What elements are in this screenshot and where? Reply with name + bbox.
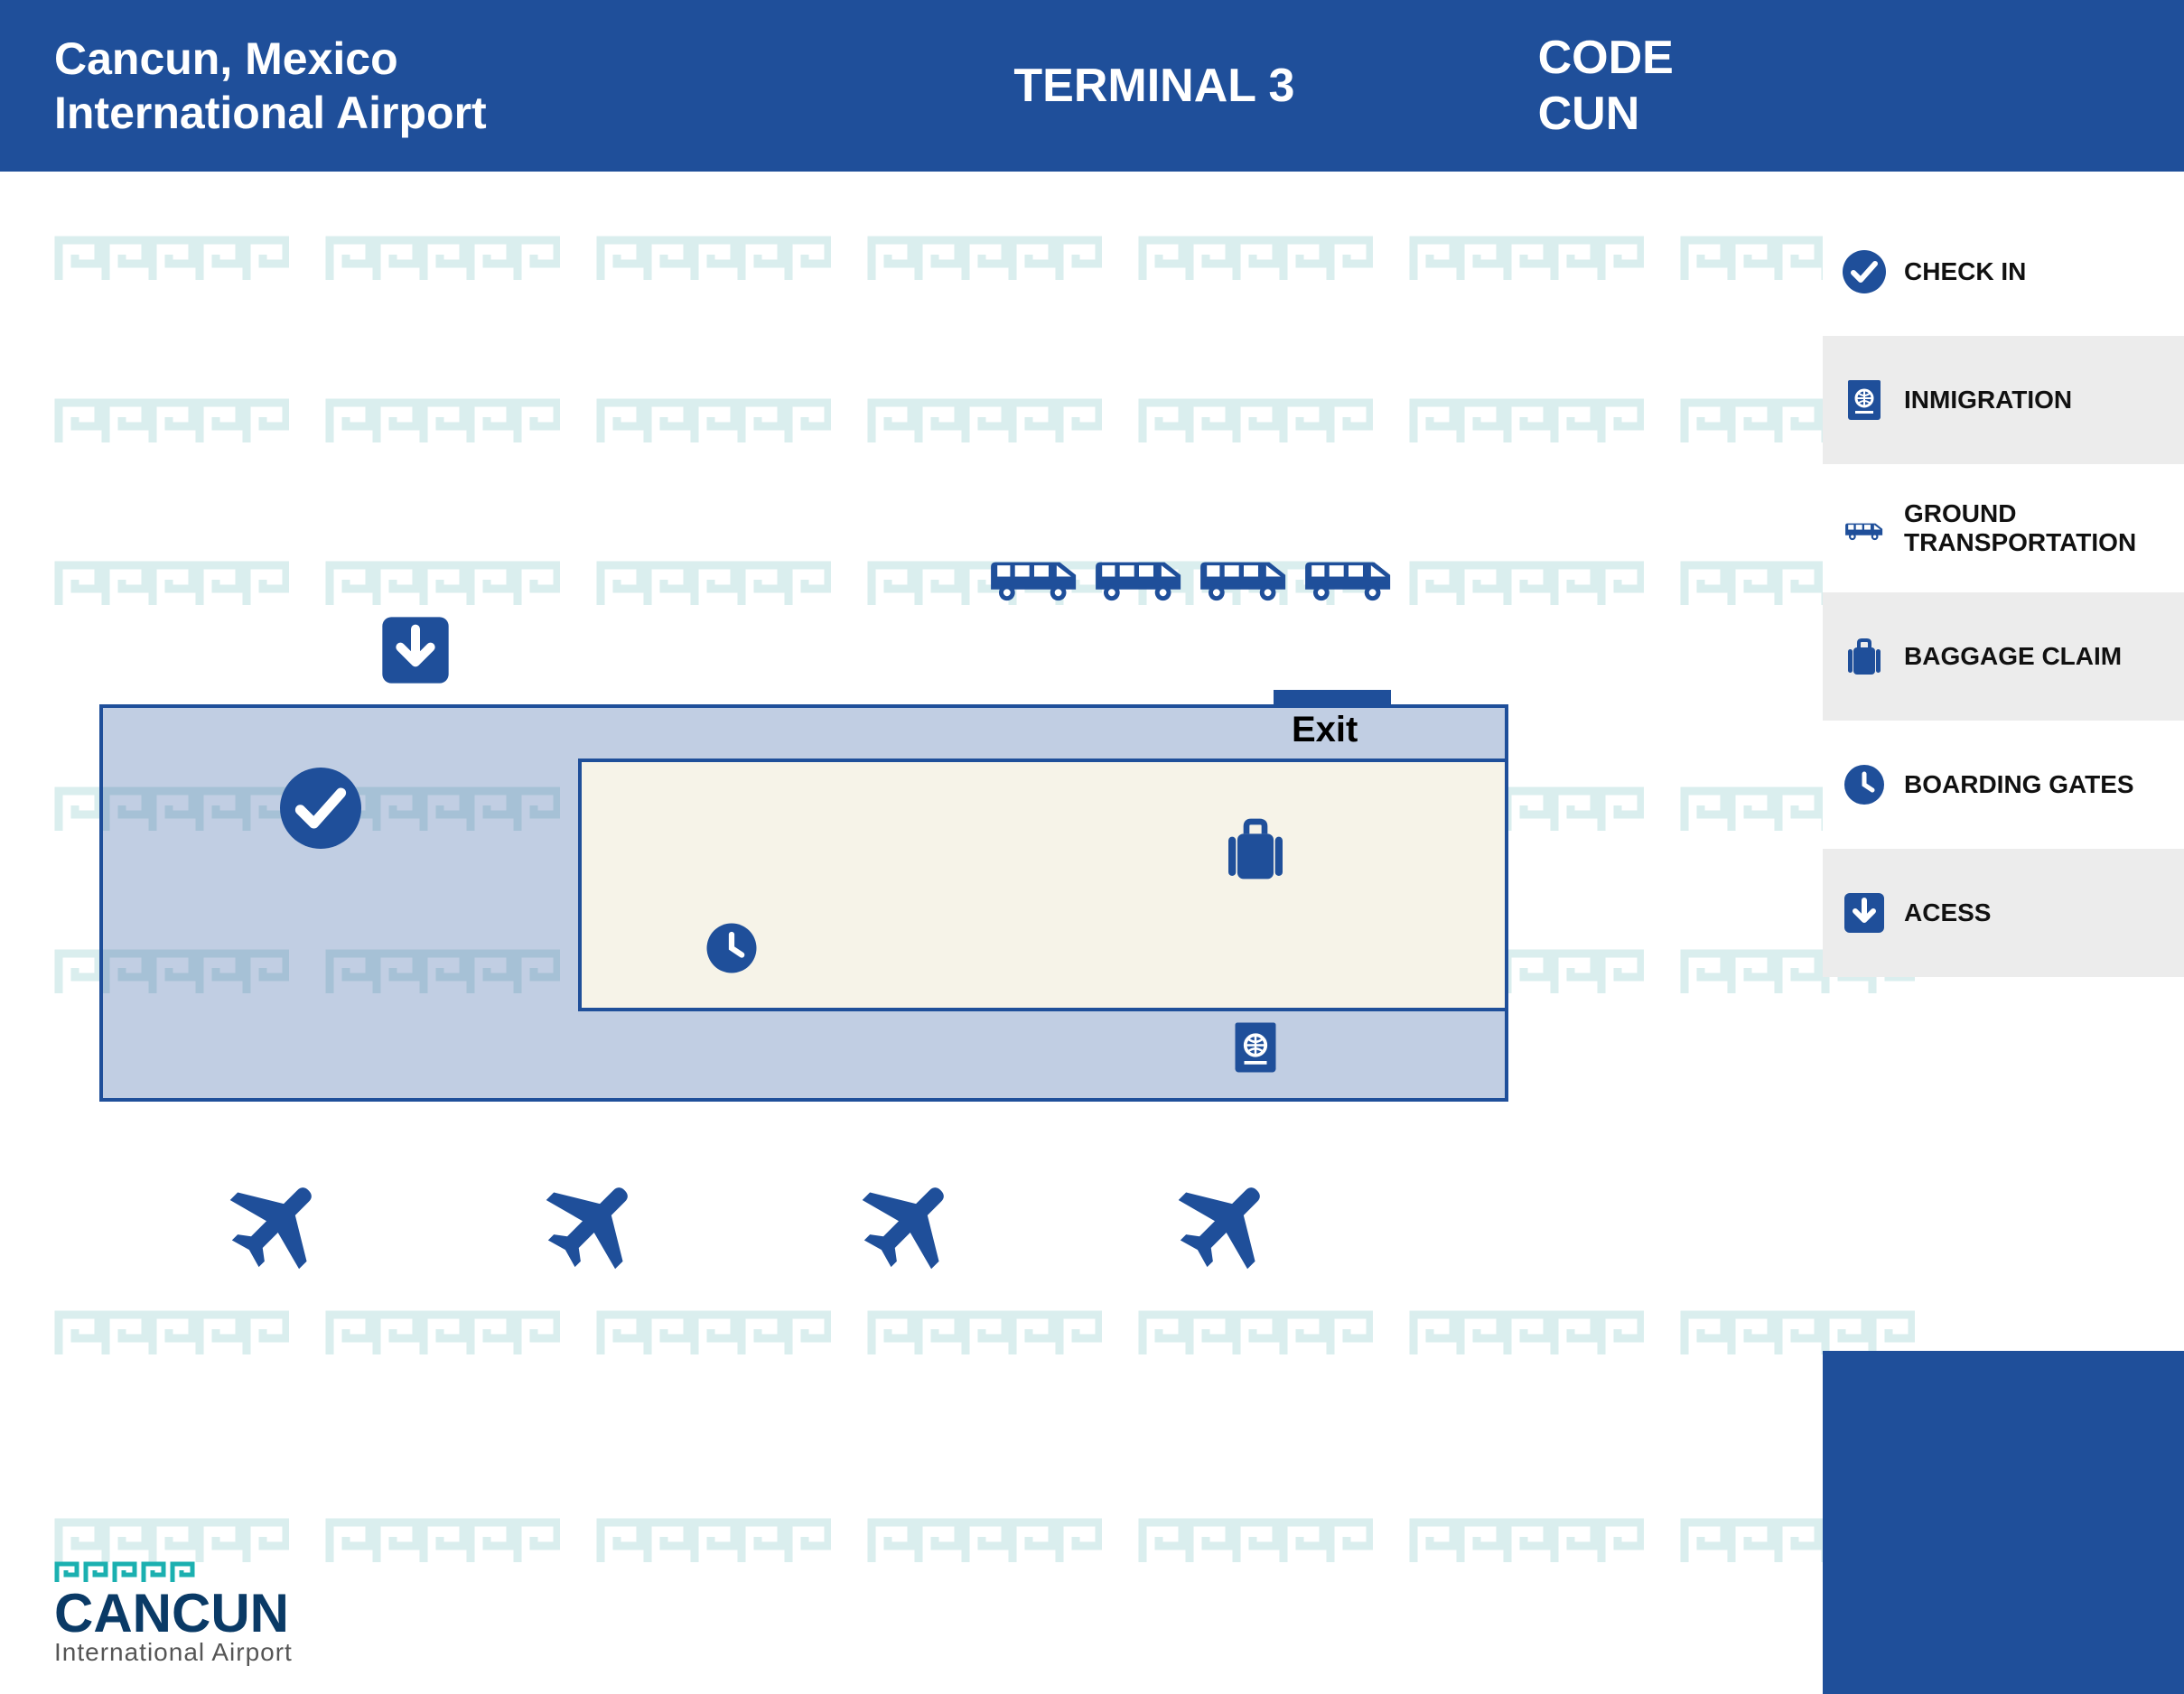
logo-brand: CANCUN <box>54 1589 293 1638</box>
plane-icon <box>199 1165 334 1305</box>
legend-item-van: GROUNDTRANSPORTATION <box>1823 464 2184 592</box>
greca-icon <box>325 1309 560 1359</box>
plane-icon <box>831 1165 966 1305</box>
greca-icon <box>325 397 560 447</box>
header-code-label: CODE <box>1538 32 1674 84</box>
greca-icon <box>325 1517 560 1567</box>
greca-icon <box>1409 235 1644 284</box>
legend-item-baggage: BAGGAGE CLAIM <box>1823 592 2184 721</box>
van-icon <box>985 524 1084 628</box>
greca-icon <box>596 235 831 284</box>
ground-transport-row <box>985 524 1398 628</box>
greca-icon <box>867 1517 1102 1567</box>
access-icon <box>379 614 452 691</box>
main-area: CHECK IN INMIGRATION GROUNDTRANSPORTATION B… <box>0 172 2184 1694</box>
legend-panel: CHECK IN INMIGRATION GROUNDTRANSPORTATION B… <box>1823 208 2184 977</box>
greca-icon <box>1409 560 1644 610</box>
arrow-icon <box>1843 891 1886 935</box>
checkin-icon <box>280 768 361 853</box>
header-bar: Cancun, Mexico International Airport TER… <box>0 0 2184 172</box>
greca-icon <box>1409 1309 1644 1359</box>
immigration-icon <box>1228 1020 1283 1079</box>
greca-icon <box>596 560 831 610</box>
greca-icon <box>596 397 831 447</box>
greca-icon <box>1409 397 1644 447</box>
legend-label: INMIGRATION <box>1904 386 2072 414</box>
greca-icon <box>54 235 289 284</box>
greca-icon <box>1138 397 1373 447</box>
boarding-gates-icon <box>705 921 759 980</box>
greca-icon <box>1138 235 1373 284</box>
logo-greca-icon <box>54 1559 199 1585</box>
legend-item-arrow: ACESS <box>1823 849 2184 977</box>
greca-icon <box>325 235 560 284</box>
greca-icon <box>1138 1309 1373 1359</box>
greca-icon <box>1409 1517 1644 1567</box>
legend-label: ACESS <box>1904 898 1991 927</box>
greca-icon <box>867 235 1102 284</box>
greca-icon <box>867 1309 1102 1359</box>
clock-icon <box>1843 763 1886 806</box>
legend-label: CHECK IN <box>1904 257 2026 286</box>
legend-label: BOARDING GATES <box>1904 770 2134 799</box>
exit-label: Exit <box>1292 710 1358 750</box>
greca-icon <box>54 397 289 447</box>
greca-icon <box>54 1309 289 1359</box>
greca-icon <box>325 560 560 610</box>
greca-icon <box>867 397 1102 447</box>
van-icon <box>1843 507 1886 550</box>
header-location-line2: International Airport <box>54 88 487 138</box>
van-icon <box>1299 524 1398 628</box>
plane-icon <box>1147 1165 1283 1305</box>
header-code-value: CUN <box>1538 88 1640 140</box>
page-root: Cancun, Mexico International Airport TER… <box>0 0 2184 1694</box>
footer-logo: CANCUN International Airport <box>54 1559 293 1667</box>
header-code: CODE CUN <box>1466 30 2130 143</box>
header-terminal: TERMINAL 3 <box>843 59 1465 113</box>
greca-icon <box>596 1517 831 1567</box>
check-icon <box>1843 250 1886 293</box>
logo-sub: International Airport <box>54 1638 293 1667</box>
plane-icon <box>515 1165 650 1305</box>
exit-tab <box>1274 690 1391 704</box>
header-location-line1: Cancun, Mexico <box>54 33 398 84</box>
baggage-icon <box>1843 635 1886 678</box>
baggage-icon <box>1219 813 1292 889</box>
legend-label: BAGGAGE CLAIM <box>1904 642 2122 671</box>
greca-icon <box>54 560 289 610</box>
passport-icon <box>1843 378 1886 422</box>
header-location: Cancun, Mexico International Airport <box>54 32 843 140</box>
greca-icon <box>1138 1517 1373 1567</box>
van-icon <box>1089 524 1189 628</box>
legend-item-check: CHECK IN <box>1823 208 2184 336</box>
greca-icon <box>596 1309 831 1359</box>
legend-item-clock: BOARDING GATES <box>1823 721 2184 849</box>
plane-row <box>199 1165 1283 1305</box>
corner-block <box>1823 1351 2184 1694</box>
van-icon <box>1194 524 1293 628</box>
legend-label: GROUNDTRANSPORTATION <box>1904 499 2136 557</box>
legend-item-passport: INMIGRATION <box>1823 336 2184 464</box>
